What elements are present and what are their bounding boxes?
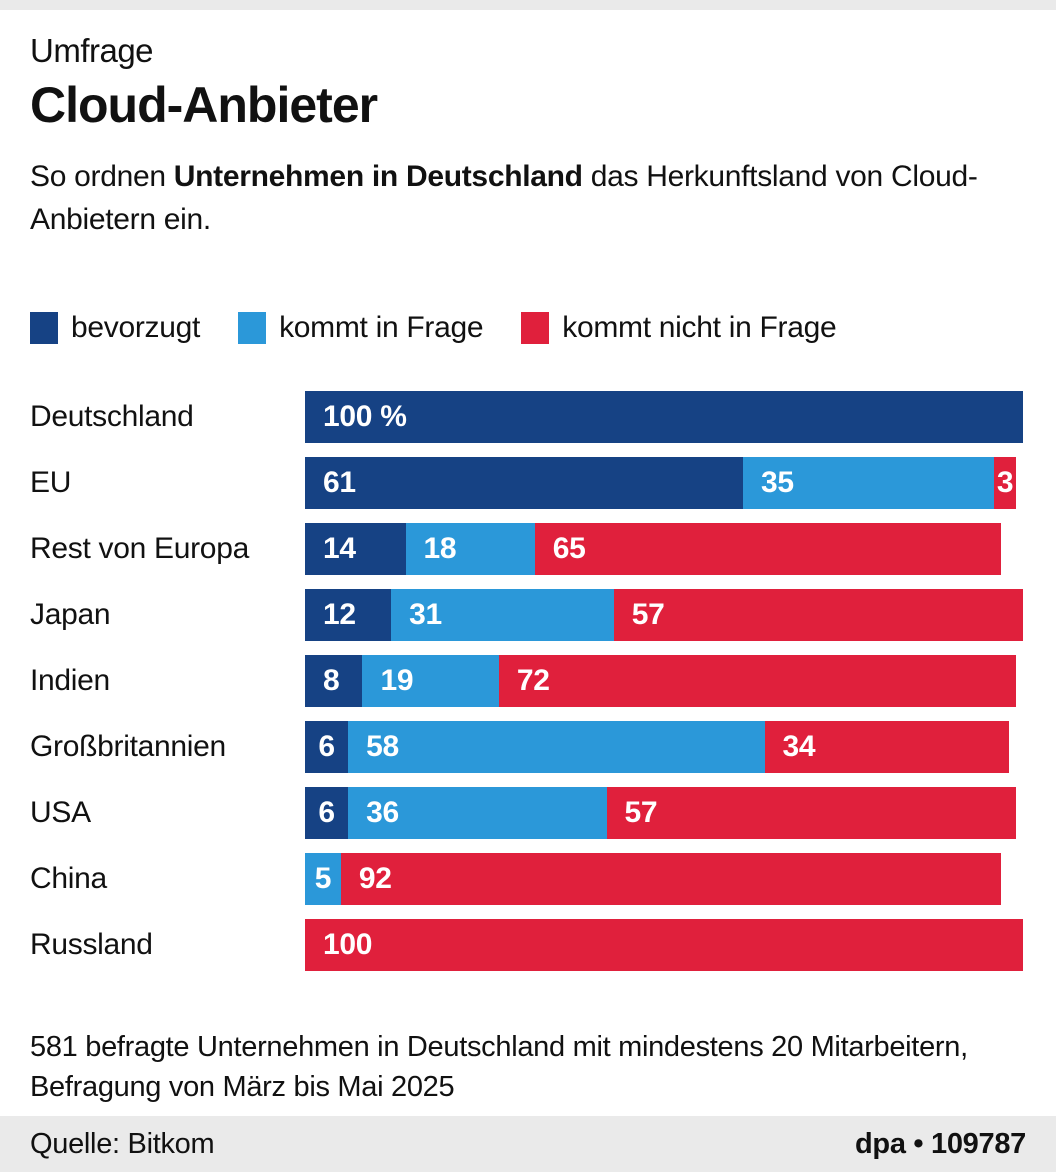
bar-value-label: 61: [323, 465, 356, 499]
bar-segment: 14: [305, 522, 406, 575]
bar-segment: 72: [498, 654, 1016, 707]
legend-item: bevorzugt: [30, 311, 200, 345]
credit-label: dpa • 109787: [855, 1127, 1026, 1160]
bar-value-label: 65: [552, 531, 586, 565]
bar-segment: 18: [405, 522, 535, 575]
chart-row: Japan 12 31 57: [30, 588, 1026, 641]
bar-segment: 61: [305, 456, 743, 509]
bar-value-label: 57: [624, 795, 658, 829]
bar-value-label: 12: [323, 597, 356, 631]
footnote-line-2: Befragung von März bis Mai 2025: [30, 1070, 455, 1103]
bar-segment: 57: [613, 588, 1023, 641]
row-category-label: Rest von Europa: [30, 531, 249, 565]
bar-value-label: 6: [318, 795, 335, 829]
row-category-label: Japan: [30, 597, 111, 631]
chart-row: Großbritannien 6 58 34: [30, 720, 1026, 773]
bar-track: 100: [305, 918, 1023, 971]
bar-track: 12 31 57: [305, 588, 1023, 641]
bar-value-label: 58: [366, 729, 399, 763]
row-category-label: USA: [30, 795, 91, 829]
bar-segment: 8: [305, 654, 363, 707]
bar-segment: 58: [348, 720, 765, 773]
bar-value-label: 6: [318, 729, 335, 763]
legend-item: kommt nicht in Frage: [521, 310, 837, 345]
row-category-label: Großbritannien: [30, 729, 226, 763]
top-strip: [0, 0, 1056, 10]
chart-row: China 5 92: [30, 852, 1026, 905]
chart-row: USA 6 36 57: [30, 786, 1026, 839]
row-category-label: EU: [30, 465, 72, 499]
footnote: 581 befragte Unternehmen in Deutschland …: [30, 1027, 1026, 1107]
bar-segment: 57: [606, 786, 1016, 839]
chart-row: Russland 100: [30, 918, 1026, 971]
bar-segment: 19: [362, 654, 499, 707]
bar-value-label: 72: [516, 663, 550, 697]
bar-value-label: 31: [409, 597, 442, 631]
bar-value-label: 3: [996, 465, 1014, 499]
bar-track: 100 %: [305, 390, 1023, 443]
bar-segment: 31: [391, 588, 614, 641]
chart: Deutschland 100 % EU 61 35 3 Rest von Europa 14…: [30, 390, 1026, 971]
bar-segment: 35: [742, 456, 995, 509]
bar-value-label: 8: [323, 663, 340, 697]
subtitle: So ordnen Unternehmen in Deutschland das…: [30, 155, 990, 241]
chart-row: Indien 8 19 72: [30, 654, 1026, 707]
footer-band: Quelle: Bitkom dpa • 109787: [0, 1116, 1056, 1172]
bar-track: 14 18 65: [305, 522, 1023, 575]
bar-segment: 3: [994, 456, 1016, 509]
bar-segment: 65: [534, 522, 1002, 575]
subtitle-bold: Unternehmen in Deutschland: [173, 159, 583, 193]
source-label: Quelle: Bitkom: [30, 1127, 215, 1160]
footnote-line-1: 581 befragte Unternehmen in Deutschland …: [30, 1030, 968, 1063]
chart-row: EU 61 35 3: [30, 456, 1026, 509]
bar-segment: 6: [305, 720, 349, 773]
chart-row: Deutschland 100 %: [30, 390, 1026, 443]
bar-value-label: 36: [366, 795, 399, 829]
bar-track: 5 92: [305, 852, 1023, 905]
bar-value-label: 92: [358, 861, 392, 895]
chart-row: Rest von Europa 14 18 65: [30, 522, 1026, 575]
bar-value-label: 34: [782, 729, 816, 763]
bar-segment: 92: [340, 852, 1002, 905]
bar-segment: 36: [348, 786, 607, 839]
bar-segment: 6: [305, 786, 349, 839]
legend: bevorzugt kommt in Frage kommt nicht in Fr…: [30, 311, 1026, 345]
bar-track: 6 58 34: [305, 720, 1023, 773]
bar-value-label: 100: [323, 927, 373, 961]
bar-segment: 100: [305, 918, 1023, 971]
legend-swatch: [521, 311, 550, 344]
bar-value-label: 35: [760, 465, 794, 499]
bar-segment: 12: [305, 588, 392, 641]
infographic: Umfrage Cloud-Anbieter So ordnen Unterne…: [0, 10, 1056, 1107]
row-category-label: Russland: [30, 927, 153, 961]
bar-value-label: 19: [380, 663, 414, 697]
bar-track: 6 36 57: [305, 786, 1023, 839]
legend-label: bevorzugt: [71, 310, 201, 344]
bar-segment: 34: [764, 720, 1009, 773]
bar-segment: 100 %: [305, 390, 1023, 443]
row-category-label: Indien: [30, 663, 110, 697]
bar-value-label: 14: [323, 531, 356, 565]
bar-value-label: 100 %: [323, 399, 407, 433]
bar-track: 61 35 3: [305, 456, 1023, 509]
legend-item: kommt in Frage: [238, 310, 484, 345]
bar-value-label: 57: [631, 597, 665, 631]
legend-swatch: [238, 311, 267, 344]
bar-track: 8 19 72: [305, 654, 1023, 707]
legend-label: kommt nicht in Frage: [562, 310, 837, 344]
bar-segment: 5: [305, 852, 341, 905]
bar-value-label: 18: [423, 531, 457, 565]
kicker: Umfrage: [30, 32, 154, 69]
row-category-label: Deutschland: [30, 399, 194, 433]
bar-value-label: 5: [314, 861, 332, 895]
legend-swatch: [30, 311, 58, 344]
page-title: Cloud-Anbieter: [30, 76, 378, 133]
subtitle-pre: So ordnen: [30, 159, 174, 193]
legend-label: kommt in Frage: [279, 310, 484, 344]
subtitle-post: das Herkunftsland von Cloud-Anbietern ei…: [30, 159, 978, 236]
row-category-label: China: [30, 861, 107, 895]
